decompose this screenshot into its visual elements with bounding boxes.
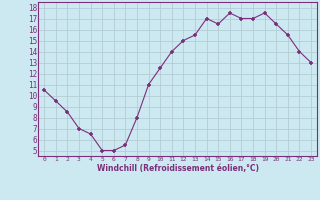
X-axis label: Windchill (Refroidissement éolien,°C): Windchill (Refroidissement éolien,°C) <box>97 164 259 173</box>
